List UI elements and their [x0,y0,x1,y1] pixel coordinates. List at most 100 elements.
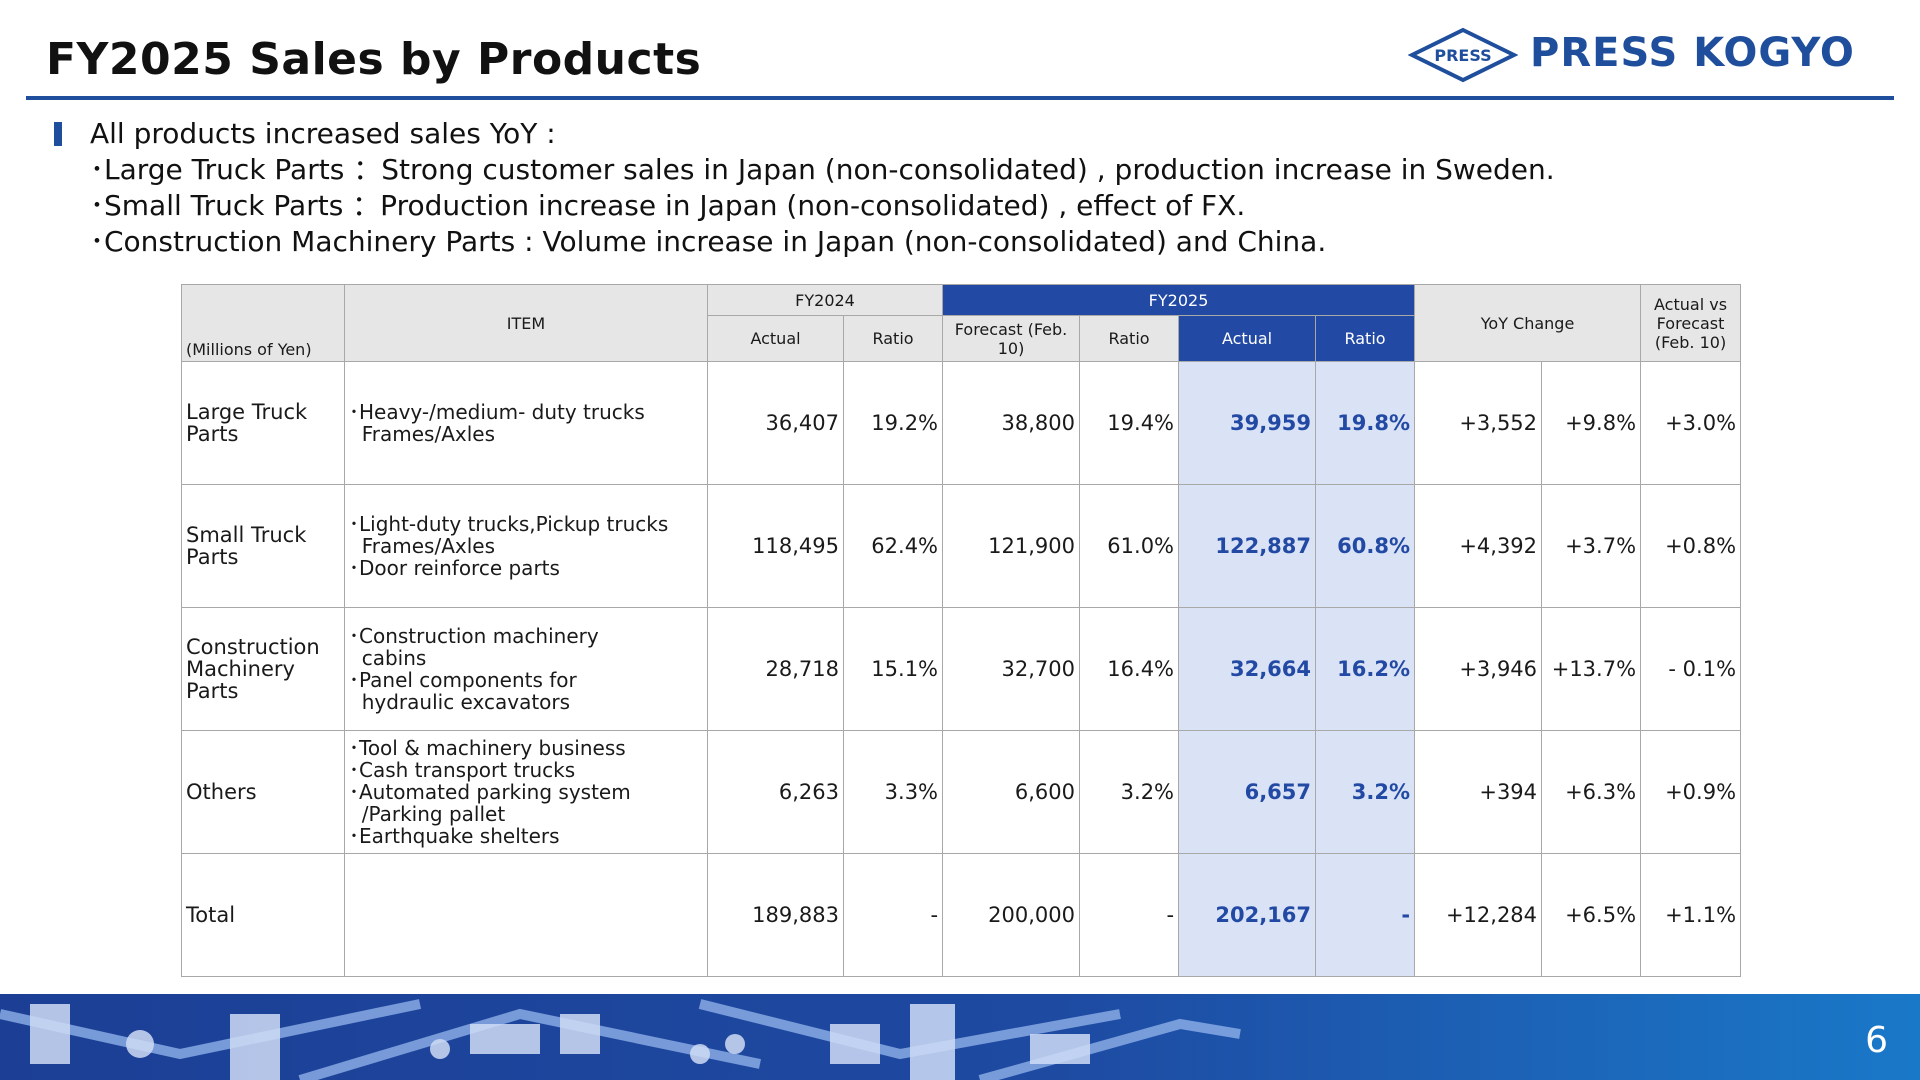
fy25-forecast-ratio-cell: 3.2% [1079,730,1180,854]
press-emblem-icon: PRESS [1407,27,1519,83]
table-row: Small Truck Parts ･Light-duty trucks,Pick… [181,484,1742,608]
fy24-ratio-cell: 19.2% [842,361,944,485]
fy25-actual-cell: 32,664 [1178,607,1317,731]
yoy-amount-cell: +394 [1414,730,1543,854]
fy25-forecast-cell: 38,800 [942,361,1081,485]
logo-text: PRESS KOGYO [1530,30,1855,76]
fy25-actual-header: Actual [1178,315,1317,362]
fy24-actual-header: Actual [707,315,844,362]
page-number: 6 [1865,1020,1888,1061]
table-row: Total 189,883-200,000-202,167- +12,284 +6.5… [181,853,1742,977]
fy24-ratio-header: Ratio [842,315,944,362]
vs-forecast-cell: - 0.1% [1640,607,1742,731]
yoy-pct-cell: +6.5% [1541,853,1642,977]
fy25-forecast-cell: 121,900 [942,484,1081,608]
item-line: ･Door reinforce parts [349,556,560,580]
item-line: hydraulic excavators [349,690,571,714]
actual-vs-forecast-header: Actual vs Forecast (Feb. 10) [1640,284,1742,362]
fy25-forecast-ratio-cell: 61.0% [1079,484,1180,608]
fy25-ratio-header: Ratio [1315,315,1416,362]
fy2024-header: FY2024 [706,284,944,316]
fy25-actual-cell: 39,959 [1178,361,1317,485]
vs-forecast-cell: +3.0% [1640,361,1742,485]
item-cell: ･Tool & machinery business ･Cash transpor… [344,730,708,854]
fy24-ratio-cell: - [842,853,944,977]
fy24-actual-cell: 118,495 [707,484,844,608]
item-line: ･Light-duty trucks,Pickup trucks [349,512,669,536]
item-header: ITEM [344,284,708,362]
page-title: FY2025 Sales by Products [46,34,702,85]
item-line: ･Heavy-/medium- duty trucks [349,400,645,424]
yoy-amount-cell: +3,552 [1414,361,1543,485]
yoy-pct-cell: +6.3% [1541,730,1642,854]
summary-headline: All products increased sales YoY : [90,117,556,150]
item-line: ･Cash transport trucks [349,758,576,782]
table-row: Others ･Tool & machinery business ･Cash tr… [181,730,1742,854]
item-line: ･Panel components for [349,668,577,692]
item-line: Frames/Axles [349,534,495,558]
yoy-pct-cell: +13.7% [1541,607,1642,731]
fy25-actual-cell: 202,167 [1178,853,1317,977]
vs-forecast-cell: +0.8% [1640,484,1742,608]
fy25-ratio-cell: 19.8% [1315,361,1416,485]
table-row: Large Truck Parts ･Heavy-/medium- duty tr… [181,361,1742,485]
item-cell: ･Construction machinery cabins ･Panel com… [344,607,708,731]
item-cell: ･Heavy-/medium- duty trucks Frames/Axles [344,361,708,485]
item-line: cabins [349,646,427,670]
fy25-actual-cell: 6,657 [1178,730,1317,854]
sales-by-products-table: (Millions of Yen) ITEM FY2024 FY2025 YoY… [181,284,1742,977]
fy24-actual-cell: 6,263 [707,730,844,854]
logo-emblem-text: PRESS [1434,46,1491,65]
summary-point: ･Small Truck Parts ：Production increase … [90,189,1246,222]
item-line: Frames/Axles [349,422,495,446]
fy24-actual-cell: 36,407 [707,361,844,485]
title-divider [26,96,1894,100]
fy25-ratio-cell: - [1315,853,1416,977]
item-cell [344,853,708,977]
item-line: /Parking pallet [349,802,506,826]
fy24-actual-cell: 189,883 [707,853,844,977]
yoy-pct-cell: +9.8% [1541,361,1642,485]
fy25-forecast-header: Forecast (Feb. 10) [942,315,1081,362]
segment-cell: Small Truck Parts [181,484,345,608]
segment-cell: Total [181,853,345,977]
header-row-top: (Millions of Yen) ITEM FY2024 FY2025 YoY… [181,284,1742,362]
fy25-actual-cell: 122,887 [1178,484,1317,608]
footer-banner [0,994,1920,1080]
summary-point: ･Large Truck Parts ：Strong customer sale… [90,153,1555,186]
fy25-forecast-ratio-header: Ratio [1079,315,1180,362]
yoy-amount-cell: +4,392 [1414,484,1543,608]
fy25-ratio-cell: 60.8% [1315,484,1416,608]
yoy-amount-cell: +3,946 [1414,607,1543,731]
fy25-forecast-cell: 200,000 [942,853,1081,977]
fy25-forecast-ratio-cell: - [1079,853,1180,977]
fy25-forecast-ratio-cell: 16.4% [1079,607,1180,731]
summary-headline-row: All products increased sales YoY : [54,116,1555,152]
segment-cell: Others [181,730,345,854]
fy24-ratio-cell: 15.1% [842,607,944,731]
item-line: ･Earthquake shelters [349,824,560,848]
yoy-header: YoY Change [1414,284,1642,362]
unit-label: (Millions of Yen) [181,284,345,362]
fy24-ratio-cell: 3.3% [842,730,944,854]
fy25-forecast-cell: 32,700 [942,607,1081,731]
fy25-ratio-cell: 3.2% [1315,730,1416,854]
summary-point: ･Construction Machinery Parts : Volume i… [90,225,1327,258]
yoy-amount-cell: +12,284 [1414,853,1543,977]
summary-block: All products increased sales YoY : ･Larg… [54,116,1555,260]
segment-cell: Large Truck Parts [181,361,345,485]
bullet-marker [54,122,62,146]
vs-forecast-cell: +1.1% [1640,853,1742,977]
yoy-pct-cell: +3.7% [1541,484,1642,608]
fy2025-header: FY2025 [942,284,1416,316]
item-line: ･Tool & machinery business [349,736,626,760]
fy24-actual-cell: 28,718 [707,607,844,731]
fy25-ratio-cell: 16.2% [1315,607,1416,731]
header-row-sub: Actual Ratio Forecast (Feb. 10) Ratio Ac… [182,315,1741,362]
fy25-forecast-cell: 6,600 [942,730,1081,854]
vs-forecast-cell: +0.9% [1640,730,1742,854]
segment-cell: Construction Machinery Parts [181,607,345,731]
fy25-forecast-ratio-cell: 19.4% [1079,361,1180,485]
company-logo: PRESS PRESS KOGYO [1407,26,1888,84]
fy24-ratio-cell: 62.4% [842,484,944,608]
